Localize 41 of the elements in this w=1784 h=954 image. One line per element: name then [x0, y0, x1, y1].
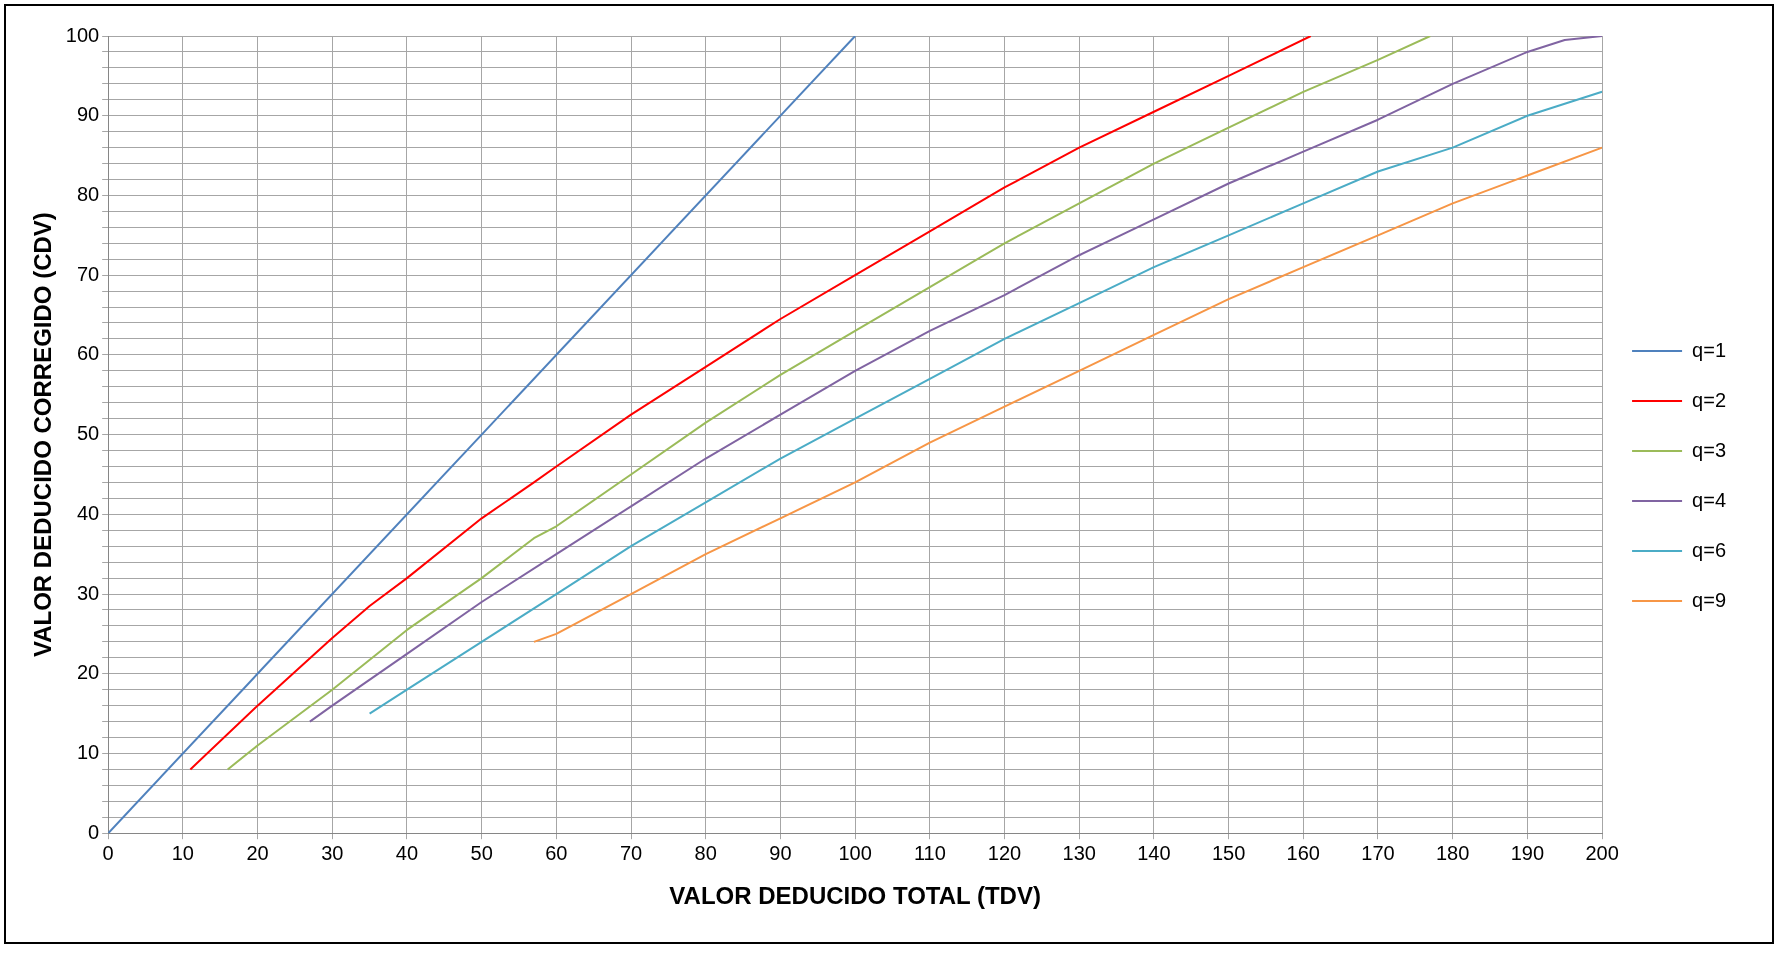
x-tick-label: 190: [1510, 841, 1545, 864]
y-tick-label: 50: [76, 422, 100, 445]
y-axis-title: VALOR DEDUCIDO CORREGIDO (CDV): [29, 212, 57, 658]
x-tick-label: 200: [1585, 841, 1619, 864]
y-tick-label: 20: [76, 661, 100, 684]
legend-label: q=1: [1692, 338, 1727, 361]
y-tick-label: 40: [76, 501, 100, 524]
legend-label: q=2: [1692, 388, 1727, 411]
x-tick-label: 150: [1211, 841, 1246, 864]
x-tick-label: 40: [395, 841, 419, 864]
x-tick-label: 170: [1361, 841, 1395, 864]
y-tick-label: 80: [76, 182, 100, 205]
y-tick-label: 70: [76, 262, 100, 285]
x-tick-label: 130: [1062, 841, 1096, 864]
y-tick-label: 30: [76, 581, 100, 604]
y-tick-label: 100: [65, 23, 100, 46]
x-tick-label: 80: [694, 841, 717, 864]
y-tick-label: 60: [76, 342, 100, 365]
x-tick-label: 120: [987, 841, 1022, 864]
legend-label: q=3: [1692, 438, 1727, 461]
x-tick-label: 60: [545, 841, 568, 864]
y-tick-label: 90: [76, 103, 100, 126]
x-tick-label: 100: [838, 841, 872, 864]
x-tick-label: 20: [246, 841, 269, 864]
x-tick-label: 160: [1286, 841, 1320, 864]
x-tick-label: 110: [913, 841, 946, 864]
x-tick-label: 90: [769, 841, 792, 864]
y-tick-label: 10: [76, 741, 100, 763]
x-tick-label: 10: [171, 841, 194, 864]
legend-label: q=6: [1692, 538, 1727, 561]
x-tick-label: 50: [470, 841, 493, 864]
x-tick-label: 30: [321, 841, 344, 864]
y-tick-label: 0: [88, 820, 100, 843]
legend-label: q=4: [1692, 488, 1727, 511]
x-axis-title: VALOR DEDUCIDO TOTAL (TDV): [669, 882, 1041, 910]
legend-label: q=9: [1692, 588, 1727, 611]
x-tick-label: 70: [619, 841, 643, 864]
x-tick-label: 0: [102, 841, 114, 864]
x-tick-label: 180: [1436, 841, 1470, 864]
frame: VALOR DEDUCIDO TOTAL (TDV) VALOR DEDUCIDO CORREGIDO (CDV) q=1 q=2 q=3 q=4 q=6 q=9 0 10 20 30 40 50 60 70 80 90 100 110 120 130 140 150 160 170 180 190 200 0 10 20 30 40 50 60 70 80 90 100: [4, 4, 1774, 944]
x-tick-label: 140: [1137, 841, 1171, 864]
